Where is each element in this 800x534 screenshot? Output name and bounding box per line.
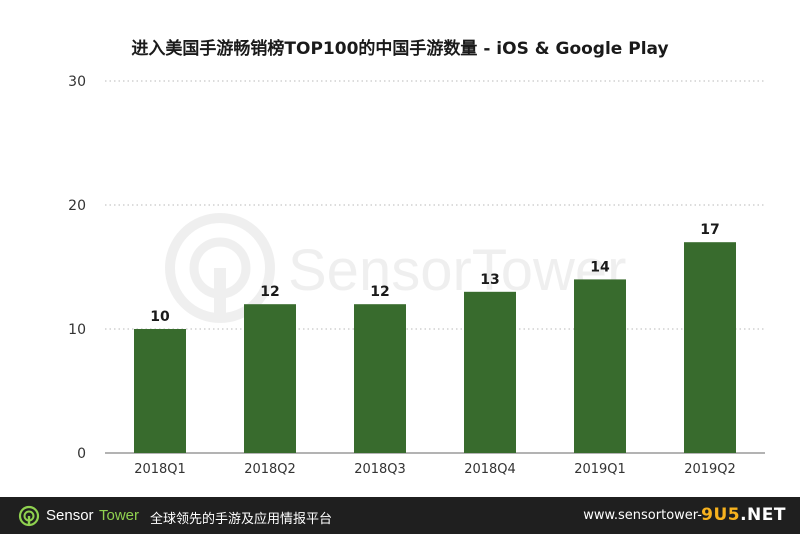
bar-chart: SensorTower 0 10 20 30 10 2018Q1 12 2018Q2 12 201…	[68, 74, 765, 477]
site-badge: 9U5.NET	[701, 505, 786, 525]
watermark: SensorTower	[165, 213, 626, 323]
watermark-text: SensorTower	[288, 238, 626, 303]
data-label: 13	[480, 272, 499, 288]
chart-title: 进入美国手游畅销榜TOP100的中国手游数量 - iOS & Google Pl…	[131, 39, 669, 59]
labels: 0 10 20 30 10 2018Q1 12 2018Q2 12 2018Q3 13 2018Q4 1…	[68, 74, 736, 477]
data-label: 12	[260, 284, 279, 300]
gridlines	[105, 80, 765, 454]
bar	[244, 304, 296, 453]
footer-url: www.sensortower-	[583, 508, 702, 523]
y-tick-label: 30	[68, 74, 86, 90]
bar	[464, 291, 516, 453]
bar	[354, 304, 406, 453]
x-tick-label: 2018Q4	[464, 462, 516, 477]
data-label: 10	[150, 309, 170, 325]
y-tick-label: 10	[68, 322, 86, 338]
y-tick-label: 0	[77, 446, 86, 462]
site-badge-suffix: .NET	[740, 505, 786, 525]
x-tick-label: 2019Q2	[684, 462, 736, 477]
x-tick-label: 2018Q2	[244, 462, 296, 477]
y-tick-label: 20	[68, 198, 86, 214]
x-tick-label: 2019Q1	[574, 462, 626, 477]
bar	[574, 279, 626, 453]
x-tick-label: 2018Q1	[134, 462, 186, 477]
data-label: 14	[590, 259, 610, 275]
footer-brand-sensor: Sensor	[46, 507, 94, 524]
site-badge-accent: 9U5	[701, 505, 741, 525]
x-tick-label: 2018Q3	[354, 462, 406, 477]
footer-brand-tower: Tower	[99, 507, 140, 524]
watermark-logo-icon	[165, 213, 275, 323]
data-label: 17	[700, 222, 719, 238]
bar	[684, 242, 736, 453]
footer-tagline: 全球领先的手游及应用情报平台	[150, 512, 333, 527]
data-label: 12	[370, 284, 389, 300]
sensortower-logo-icon	[18, 505, 40, 527]
bars	[134, 242, 736, 453]
footer-bar: Sensor Tower 全球领先的手游及应用情报平台 www.sensorto…	[0, 497, 800, 534]
bar	[134, 329, 186, 453]
